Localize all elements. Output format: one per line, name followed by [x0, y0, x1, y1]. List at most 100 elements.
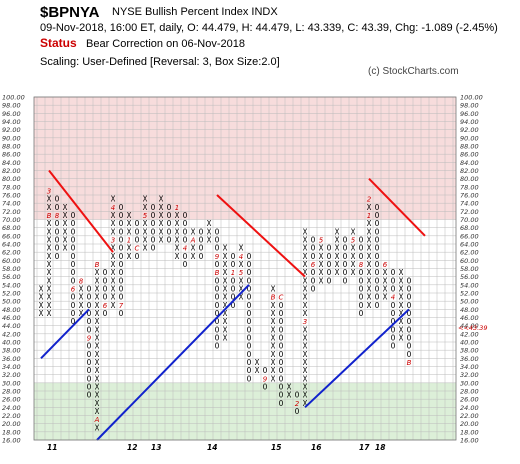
x-box: X	[127, 244, 132, 253]
o-box: O	[231, 293, 236, 302]
x-box: X	[255, 366, 260, 375]
o-box: O	[119, 219, 124, 228]
x-box: X	[383, 285, 388, 294]
o-box: O	[359, 309, 364, 318]
month-marker: 1	[367, 212, 371, 220]
x-tick-label: 17	[359, 443, 370, 452]
o-box: O	[359, 236, 364, 245]
o-box: O	[151, 219, 156, 228]
x-box: X	[175, 244, 180, 253]
bull-trend-line	[40, 308, 90, 360]
month-marker: 9	[87, 335, 92, 343]
x-box: X	[223, 317, 228, 326]
x-box: X	[159, 219, 164, 228]
y-tick-right: 84.00	[460, 159, 479, 167]
o-box: O	[71, 309, 76, 318]
o-box: O	[279, 325, 284, 334]
o-box: O	[215, 301, 220, 310]
o-box: O	[87, 350, 92, 359]
x-box: X	[143, 219, 148, 228]
x-box: X	[95, 276, 100, 285]
y-tick-left: 22.00	[2, 412, 21, 420]
o-box: O	[87, 342, 92, 351]
chart-index-name: NYSE Bullish Percent Index INDX	[112, 6, 278, 18]
o-box: O	[263, 383, 268, 392]
y-tick-right: 36.00	[460, 355, 479, 363]
o-box: O	[167, 219, 172, 228]
y-tick-right: 72.00	[460, 208, 479, 216]
o-box: O	[311, 244, 316, 253]
y-tick-left: 16.00	[2, 437, 21, 445]
y-tick-right: 46.00	[460, 314, 479, 322]
o-box: O	[279, 399, 284, 408]
y-tick-right: 66.00	[460, 232, 479, 240]
month-marker: 3	[303, 318, 307, 326]
o-box: O	[215, 334, 220, 343]
x-box: X	[47, 236, 52, 245]
o-box: O	[295, 391, 300, 400]
y-tick-left: 72.00	[2, 208, 21, 216]
y-tick-left: 52.00	[2, 290, 21, 298]
y-tick-left: 76.00	[2, 192, 21, 200]
y-tick-left: 32.00	[2, 371, 21, 379]
x-axis-labels: 11 12 13 14 15 16 17 18	[47, 443, 385, 452]
o-box: O	[391, 342, 396, 351]
x-box: X	[303, 383, 308, 392]
x-box: X	[399, 268, 404, 277]
y-tick-left: 88.00	[2, 143, 21, 151]
month-marker: B	[95, 261, 100, 269]
x-box: X	[239, 244, 244, 253]
o-box: O	[343, 268, 348, 277]
o-box: O	[247, 276, 252, 285]
x-box: X	[303, 391, 308, 400]
x-box: X	[111, 219, 116, 228]
month-marker: 5	[351, 237, 356, 245]
x-box: X	[127, 227, 132, 236]
y-tick-left: 36.00	[2, 355, 21, 363]
x-box: X	[303, 342, 308, 351]
x-box: X	[271, 309, 276, 318]
o-box: O	[119, 268, 124, 277]
x-box: X	[271, 374, 276, 383]
o-box: O	[119, 260, 124, 269]
o-box: O	[215, 236, 220, 245]
x-box: X	[63, 244, 68, 253]
y-tick-right: 20.00	[460, 420, 479, 428]
x-box: X	[175, 211, 180, 220]
x-box: X	[95, 399, 100, 408]
x-box: X	[303, 244, 308, 253]
x-box: X	[207, 236, 212, 245]
x-box: X	[351, 268, 356, 277]
x-box: X	[367, 276, 372, 285]
x-box: X	[223, 325, 228, 334]
o-box: O	[71, 301, 76, 310]
trend-lines	[40, 169, 426, 441]
x-box: X	[95, 423, 100, 432]
x-box: X	[303, 334, 308, 343]
o-box: O	[151, 203, 156, 212]
x-box: X	[95, 334, 100, 343]
o-box: O	[103, 268, 108, 277]
x-box: X	[175, 236, 180, 245]
o-box: O	[279, 366, 284, 375]
x-box: X	[47, 268, 52, 277]
y-tick-left: 44.00	[2, 322, 21, 330]
x-box: X	[159, 195, 164, 204]
x-box: X	[191, 252, 196, 261]
y-tick-left: 100.00	[2, 94, 25, 102]
x-box: X	[271, 317, 276, 326]
o-box: O	[231, 260, 236, 269]
o-box: O	[71, 219, 76, 228]
month-marker: 9	[263, 375, 268, 383]
y-tick-right: 16.00	[460, 437, 479, 445]
o-box: O	[263, 366, 268, 375]
y-tick-right: 52.00	[460, 290, 479, 298]
o-box: O	[247, 325, 252, 334]
x-box: X	[95, 325, 100, 334]
y-tick-left: 38.00	[2, 347, 21, 355]
o-box: O	[119, 293, 124, 302]
y-tick-right: 68.00	[460, 224, 479, 232]
o-box: O	[87, 317, 92, 326]
y-tick-right: 34.00	[460, 363, 479, 371]
